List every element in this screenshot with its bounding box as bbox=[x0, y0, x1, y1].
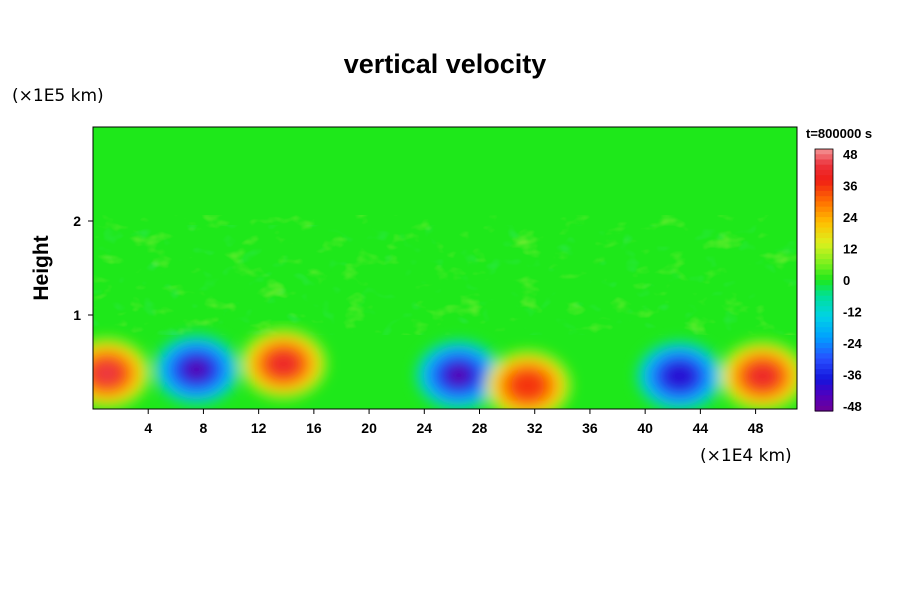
colorbar-tick-label: 36 bbox=[843, 179, 857, 194]
colorbar-band bbox=[815, 337, 833, 344]
heatmap-cell-5 bbox=[670, 368, 689, 384]
x-tick-label: 12 bbox=[251, 420, 267, 436]
colorbar-band bbox=[815, 300, 833, 307]
colorbar-band bbox=[815, 311, 833, 318]
colorbar-band bbox=[815, 332, 833, 339]
x-tick-label: 32 bbox=[527, 420, 543, 436]
colorbar-band bbox=[815, 280, 833, 286]
colorbar-band bbox=[815, 327, 833, 333]
colorbar-band bbox=[815, 238, 833, 244]
chart-title: vertical velocity bbox=[344, 49, 547, 79]
colorbar-band bbox=[815, 149, 833, 155]
colorbar-tick-label: 12 bbox=[843, 242, 857, 257]
colorbar-band bbox=[815, 369, 833, 375]
colorbar-band bbox=[815, 285, 833, 292]
colorbar-band bbox=[815, 259, 833, 265]
colorbar-tick-label: 48 bbox=[843, 147, 857, 162]
x-tick-label: 16 bbox=[306, 420, 322, 436]
colorbar-band bbox=[815, 248, 833, 255]
colorbar-tick-label: 24 bbox=[843, 210, 858, 225]
x-tick-label: 44 bbox=[693, 420, 709, 436]
heatmap-cell-4 bbox=[518, 378, 538, 393]
x-tick-label: 48 bbox=[748, 420, 764, 436]
colorbar-tick-label: -36 bbox=[843, 367, 862, 382]
x-tick-label: 40 bbox=[637, 420, 653, 436]
plot-frame bbox=[92, 126, 798, 410]
colorbar-band bbox=[815, 290, 833, 297]
heatmap-cell-6 bbox=[753, 368, 772, 384]
colorbar-band bbox=[815, 206, 833, 213]
colorbar-band bbox=[815, 358, 833, 365]
heatmap-cell-3 bbox=[449, 367, 469, 383]
colorbar-band bbox=[815, 201, 833, 208]
colorbar-band bbox=[815, 196, 833, 202]
colorbar-band bbox=[815, 185, 833, 192]
colorbar-band bbox=[815, 379, 833, 386]
colorbar-band bbox=[815, 363, 833, 370]
colorbar bbox=[814, 148, 834, 412]
x-tick-label: 4 bbox=[144, 420, 152, 436]
colorbar-band bbox=[815, 353, 833, 360]
heatmap-cell-2 bbox=[274, 356, 293, 372]
colorbar-band bbox=[815, 395, 833, 402]
x-tick-label: 36 bbox=[582, 420, 598, 436]
colorbar-band bbox=[815, 169, 833, 176]
colorbar-band bbox=[815, 264, 833, 271]
colorbar-band bbox=[815, 222, 833, 229]
colorbar-band bbox=[815, 405, 833, 412]
colorbar-tick-label: 0 bbox=[843, 273, 850, 288]
colorbar-tick-label: -48 bbox=[843, 399, 862, 414]
colorbar-band bbox=[815, 243, 833, 250]
colorbar-band bbox=[815, 400, 833, 407]
noise-texture bbox=[93, 215, 797, 335]
colorbar-band bbox=[815, 342, 833, 349]
y-tick-label: 1 bbox=[73, 307, 81, 323]
colorbar-band bbox=[815, 295, 833, 302]
colorbar-band bbox=[815, 321, 833, 328]
heatmap-cell-0 bbox=[97, 365, 117, 381]
colorbar-band bbox=[815, 159, 833, 166]
x-tick-label: 8 bbox=[200, 420, 208, 436]
x-tick-label: 20 bbox=[361, 420, 377, 436]
colorbar-band bbox=[815, 190, 833, 197]
colorbar-frame bbox=[814, 148, 834, 412]
colorbar-band bbox=[815, 211, 833, 218]
colorbar-band bbox=[815, 390, 833, 396]
colorbar-band bbox=[815, 175, 833, 182]
colorbar-band bbox=[815, 374, 833, 381]
colorbar-band bbox=[815, 269, 833, 276]
colorbar-band bbox=[815, 253, 833, 260]
x-unit-label: (×1E4 km) bbox=[700, 446, 792, 466]
colorbar-band bbox=[815, 180, 833, 187]
colorbar-band bbox=[815, 306, 833, 313]
colorbar-band bbox=[815, 232, 833, 239]
y-tick-label: 2 bbox=[73, 213, 81, 229]
y-unit-label: (×1E5 km) bbox=[12, 86, 104, 106]
colorbar-band bbox=[815, 217, 833, 223]
colorbar-band bbox=[815, 316, 833, 323]
colorbar-band bbox=[815, 164, 833, 171]
colorbar-band bbox=[815, 227, 833, 234]
colorbar-tick-label: -24 bbox=[843, 336, 863, 351]
colorbar-band bbox=[815, 384, 833, 391]
plot-area bbox=[92, 126, 798, 410]
colorbar-band bbox=[815, 348, 833, 354]
heatmap-cell-1 bbox=[187, 362, 206, 377]
time-label: t=800000 s bbox=[806, 126, 872, 141]
colorbar-tick-label: -12 bbox=[843, 304, 862, 319]
x-tick-label: 24 bbox=[417, 420, 433, 436]
y-axis-label: Height bbox=[30, 235, 53, 300]
colorbar-band bbox=[815, 274, 833, 281]
colorbar-band bbox=[815, 154, 833, 161]
x-tick-label: 28 bbox=[472, 420, 488, 436]
